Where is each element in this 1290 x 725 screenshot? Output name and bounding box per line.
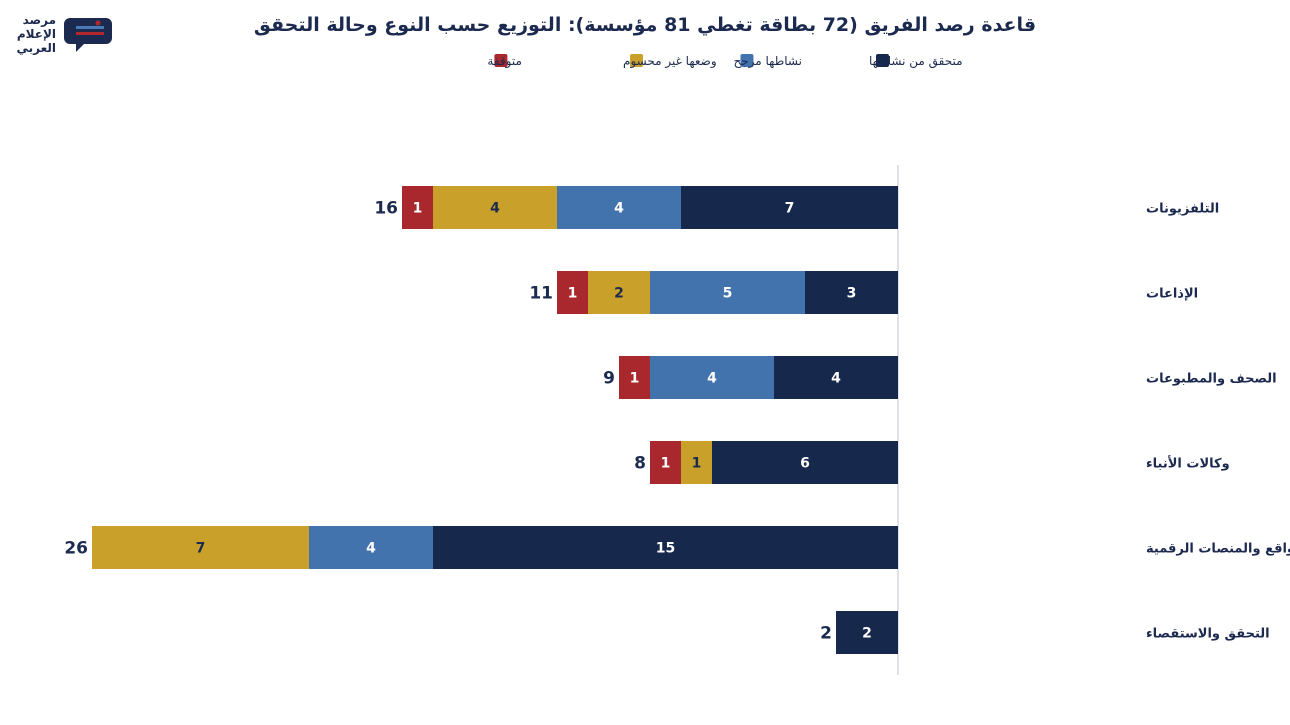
chart-title: قاعدة رصد الفريق (72 بطاقة تغطي 81 مؤسسة…	[253, 14, 1037, 36]
legend-swatch-3	[630, 54, 644, 67]
bar-value-label-6-1: 2	[862, 626, 872, 642]
bar-segment-4-1	[712, 441, 898, 484]
total-label-5: 26	[64, 539, 88, 559]
bar-segment-5-2	[309, 526, 433, 569]
bar-value-label-4-3: 1	[692, 456, 702, 472]
bar-segment-4-4	[650, 441, 681, 484]
category-label-2: الإذاعات	[1146, 287, 1198, 302]
bar-segment-1-2	[557, 186, 681, 229]
bar-value-label-4-4: 1	[661, 456, 671, 472]
bar-segment-5-1	[433, 526, 898, 569]
logo-line-3: العربي	[16, 41, 56, 55]
bar-value-label-4-1: 6	[800, 456, 810, 472]
bar-segment-5-3	[92, 526, 309, 569]
total-label-2: 11	[529, 284, 553, 304]
legend-label-4: متوقفة	[487, 54, 522, 69]
bar-segment-2-3	[588, 271, 650, 314]
category-label-1: التلفزيونات	[1146, 202, 1219, 217]
bar-segment-2-4	[557, 271, 588, 314]
bar-segment-3-2	[650, 356, 774, 399]
bar-value-label-1-3: 4	[490, 201, 500, 217]
bar-value-label-5-1: 15	[656, 541, 675, 557]
legend-label-2: نشاطها مرجح	[733, 54, 801, 69]
legend-label-3: وضعها غير محسوم	[623, 54, 717, 69]
category-label-6: التحقق والاستقصاء	[1146, 627, 1270, 642]
bar-value-label-2-3: 2	[614, 286, 624, 302]
bar-segment-2-1	[805, 271, 898, 314]
category-labels: التلفزيونات الإذاعات الصحف والمطبوعات وكالا…	[1146, 202, 1290, 642]
bar-segment-1-4	[402, 186, 433, 229]
legend-swatch-2	[740, 54, 754, 67]
bar-value-label-3-1: 4	[831, 371, 841, 387]
bar-value-label-1-4: 1	[413, 201, 423, 217]
logo: مرصد الإعلام العربي	[16, 13, 112, 55]
legend: متحقق من نشاطها نشاطها مرجح وضعها غير محسو…	[487, 54, 963, 69]
bar-segment-3-1	[774, 356, 898, 399]
total-label-1: 16	[374, 199, 398, 219]
legend-swatch-4	[494, 54, 508, 67]
bar-value-label-5-2: 4	[366, 541, 376, 557]
bar-segment-2-2	[650, 271, 805, 314]
bar-value-label-2-2: 5	[723, 286, 733, 302]
total-label-3: 9	[603, 369, 615, 389]
bar-segment-4-3	[681, 441, 712, 484]
bar-value-label-3-4: 1	[630, 371, 640, 387]
legend-label-1: متحقق من نشاطها	[869, 54, 963, 69]
bar-value-label-1-1: 7	[785, 201, 795, 217]
logo-line-1: مرصد	[23, 13, 56, 27]
legend-swatch-1	[876, 54, 889, 67]
category-label-3: الصحف والمطبوعات	[1146, 372, 1277, 387]
bar-value-label-2-1: 3	[847, 286, 857, 302]
bar-value-label-1-2: 4	[614, 201, 624, 217]
bar-segment-6-1	[836, 611, 898, 654]
category-label-4: وكالات الأنباء	[1146, 455, 1230, 472]
logo-line-2: الإعلام	[17, 27, 56, 42]
bar-value-label-3-2: 4	[707, 371, 717, 387]
bar-value-label-2-4: 1	[568, 286, 578, 302]
bar-value-label-5-3: 7	[196, 541, 206, 557]
bar-segment-1-3	[433, 186, 557, 229]
total-label-6: 2	[820, 624, 832, 644]
bar-segment-1-1	[681, 186, 898, 229]
category-label-5: المواقع والمنصات الرقمية	[1146, 542, 1290, 557]
bar-segment-3-4	[619, 356, 650, 399]
speech-bubble-icon	[64, 18, 112, 52]
total-label-4: 8	[634, 454, 646, 474]
